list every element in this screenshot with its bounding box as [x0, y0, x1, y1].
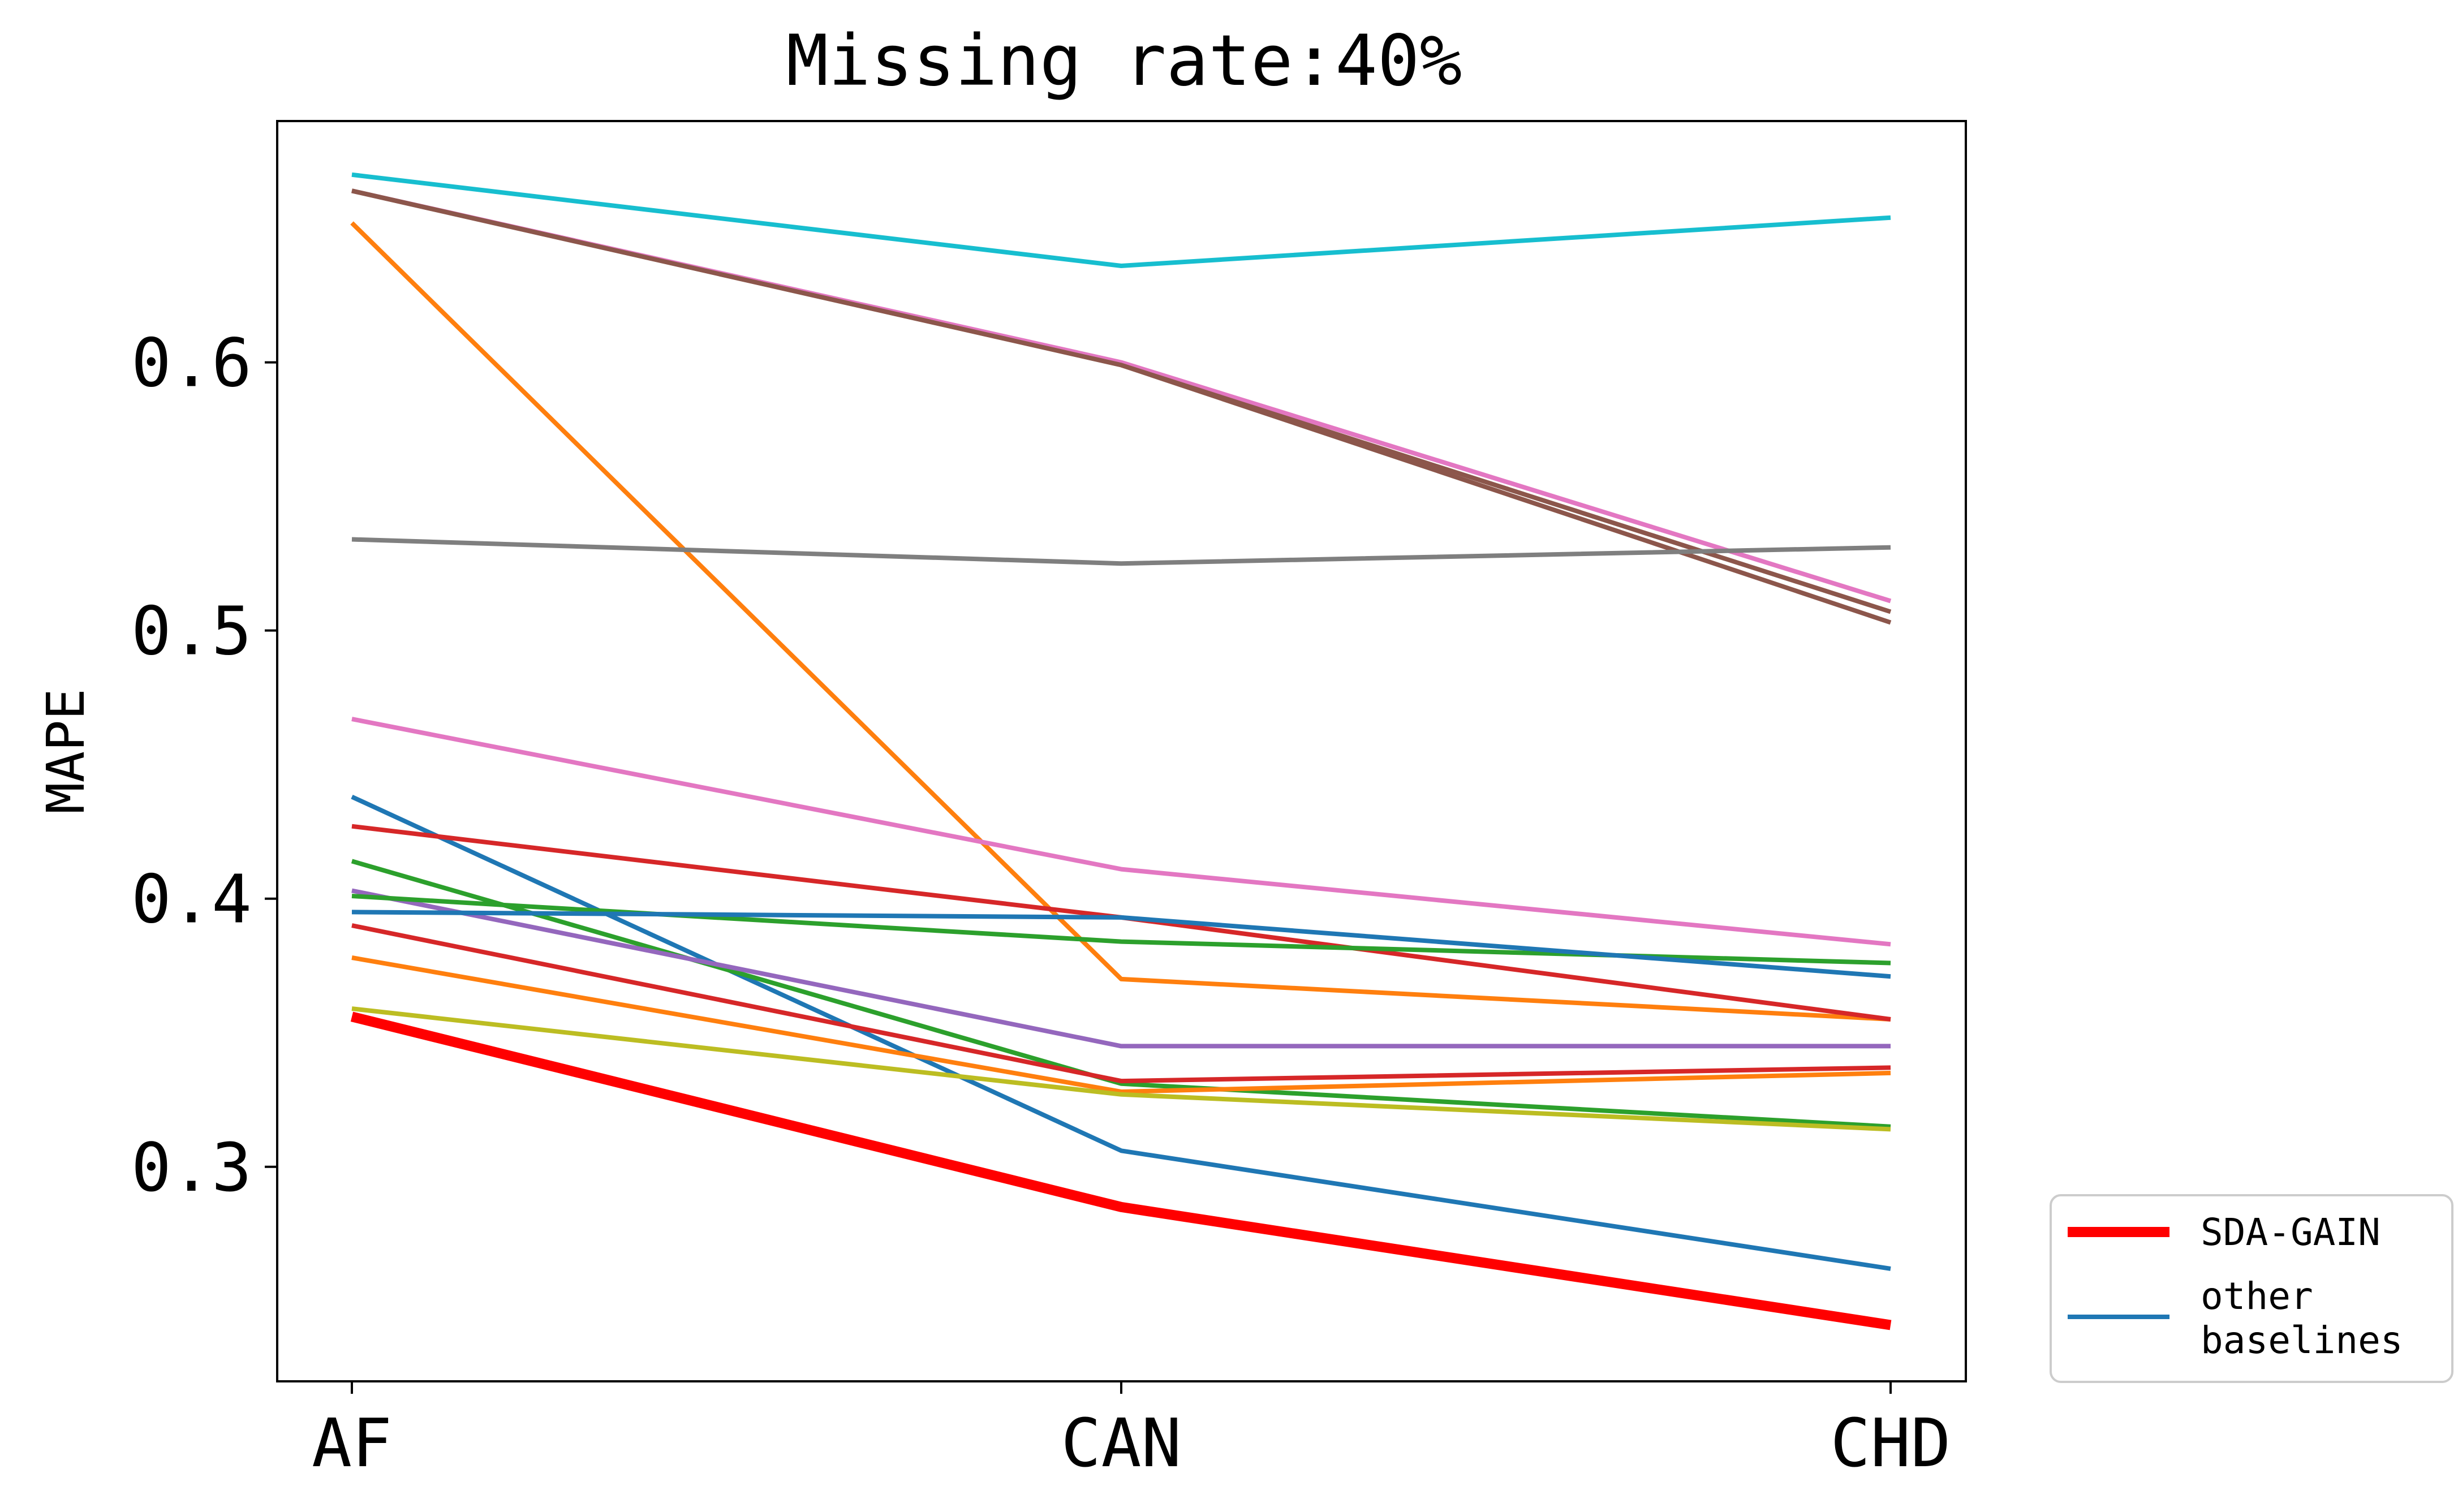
x-tick-label: CHD	[1830, 1404, 1951, 1482]
x-axis: AF CAN CHD	[312, 1381, 1951, 1482]
y-axis: 0.3 0.4 0.5 0.6	[131, 324, 277, 1207]
x-tick-label: CAN	[1061, 1404, 1181, 1482]
series-line-baseline-14	[351, 923, 1891, 1084]
series-line-baseline-1	[351, 172, 1891, 268]
series-layer	[350, 172, 1892, 1330]
series-line-baseline-13	[351, 910, 1891, 979]
chart-title: Missing rate:40%	[786, 20, 1462, 102]
legend-box	[2050, 1194, 2453, 1383]
series-line-baseline-15	[351, 955, 1891, 1094]
y-tick-label: 0.4	[131, 860, 252, 938]
legend-label-other-baselines: other baselines	[2201, 1274, 2403, 1362]
y-axis-label: MAPE	[36, 688, 96, 814]
series-line-baseline-4	[351, 188, 1892, 625]
series-line-baseline-10	[351, 859, 1891, 1129]
legend-label-line: baselines	[2201, 1319, 2403, 1362]
series-line-baseline-16	[351, 1006, 1891, 1132]
y-tick-label: 0.3	[131, 1128, 252, 1207]
series-line-sda-gain	[350, 1011, 1892, 1330]
x-tick-label: AF	[312, 1404, 392, 1482]
y-tick-label: 0.5	[131, 592, 252, 670]
series-line-baseline-6	[351, 537, 1891, 566]
legend-label-line: other	[2201, 1274, 2313, 1318]
y-tick-label: 0.6	[131, 324, 252, 402]
legend: SDA-GAIN other baselines	[2050, 1194, 2453, 1383]
series-line-baseline-7	[351, 717, 1891, 947]
series-line-baseline-11	[351, 888, 1891, 1049]
legend-label-sda-gain: SDA-GAIN	[2201, 1211, 2380, 1254]
series-line-baseline-5	[350, 221, 1891, 1022]
